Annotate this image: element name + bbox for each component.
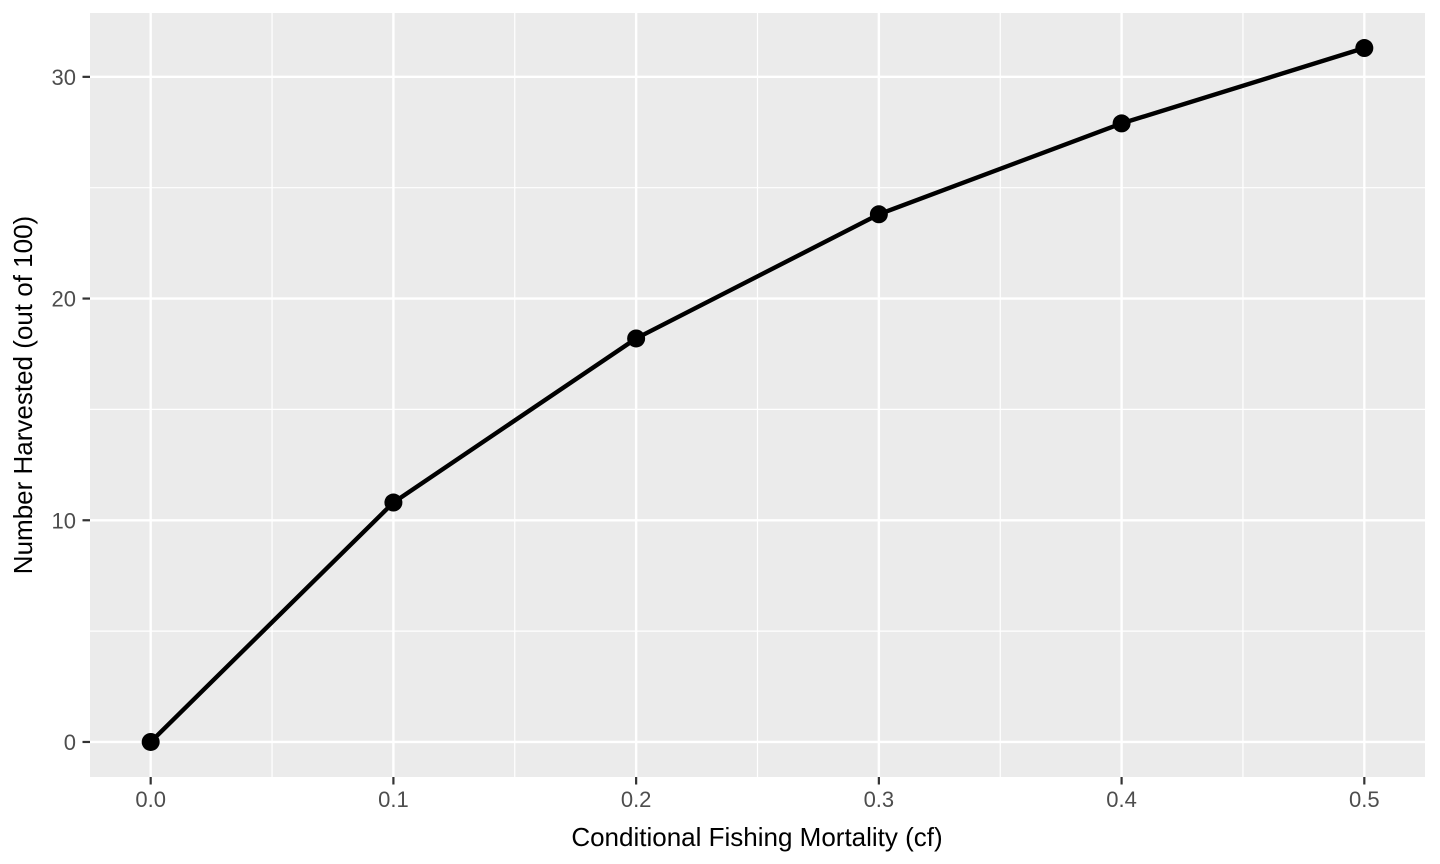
y-tick-label: 30 bbox=[52, 65, 76, 90]
y-axis-title: Number Harvested (out of 100) bbox=[8, 216, 38, 574]
data-point bbox=[869, 205, 888, 224]
x-tick-label: 0.2 bbox=[621, 787, 652, 812]
x-tick-label: 0.1 bbox=[378, 787, 409, 812]
y-tick-label: 10 bbox=[52, 508, 76, 533]
y-tick-label: 0 bbox=[64, 730, 76, 755]
y-tick-label: 20 bbox=[52, 287, 76, 312]
data-point bbox=[1355, 39, 1374, 58]
data-point bbox=[141, 732, 160, 751]
data-point bbox=[627, 329, 646, 348]
x-axis-title: Conditional Fishing Mortality (cf) bbox=[571, 822, 942, 852]
data-line bbox=[149, 45, 1365, 744]
data-point bbox=[384, 493, 403, 512]
x-tick-label: 0.3 bbox=[864, 787, 895, 812]
data-point bbox=[1112, 114, 1131, 133]
x-tick-label: 0.5 bbox=[1349, 787, 1380, 812]
x-tick-label: 0.4 bbox=[1106, 787, 1137, 812]
x-tick-label: 0.0 bbox=[135, 787, 166, 812]
chart-plot-area: 0.0 0.1 0.2 0.3 0.4 0.5 0 10 20 30 bbox=[52, 13, 1425, 812]
